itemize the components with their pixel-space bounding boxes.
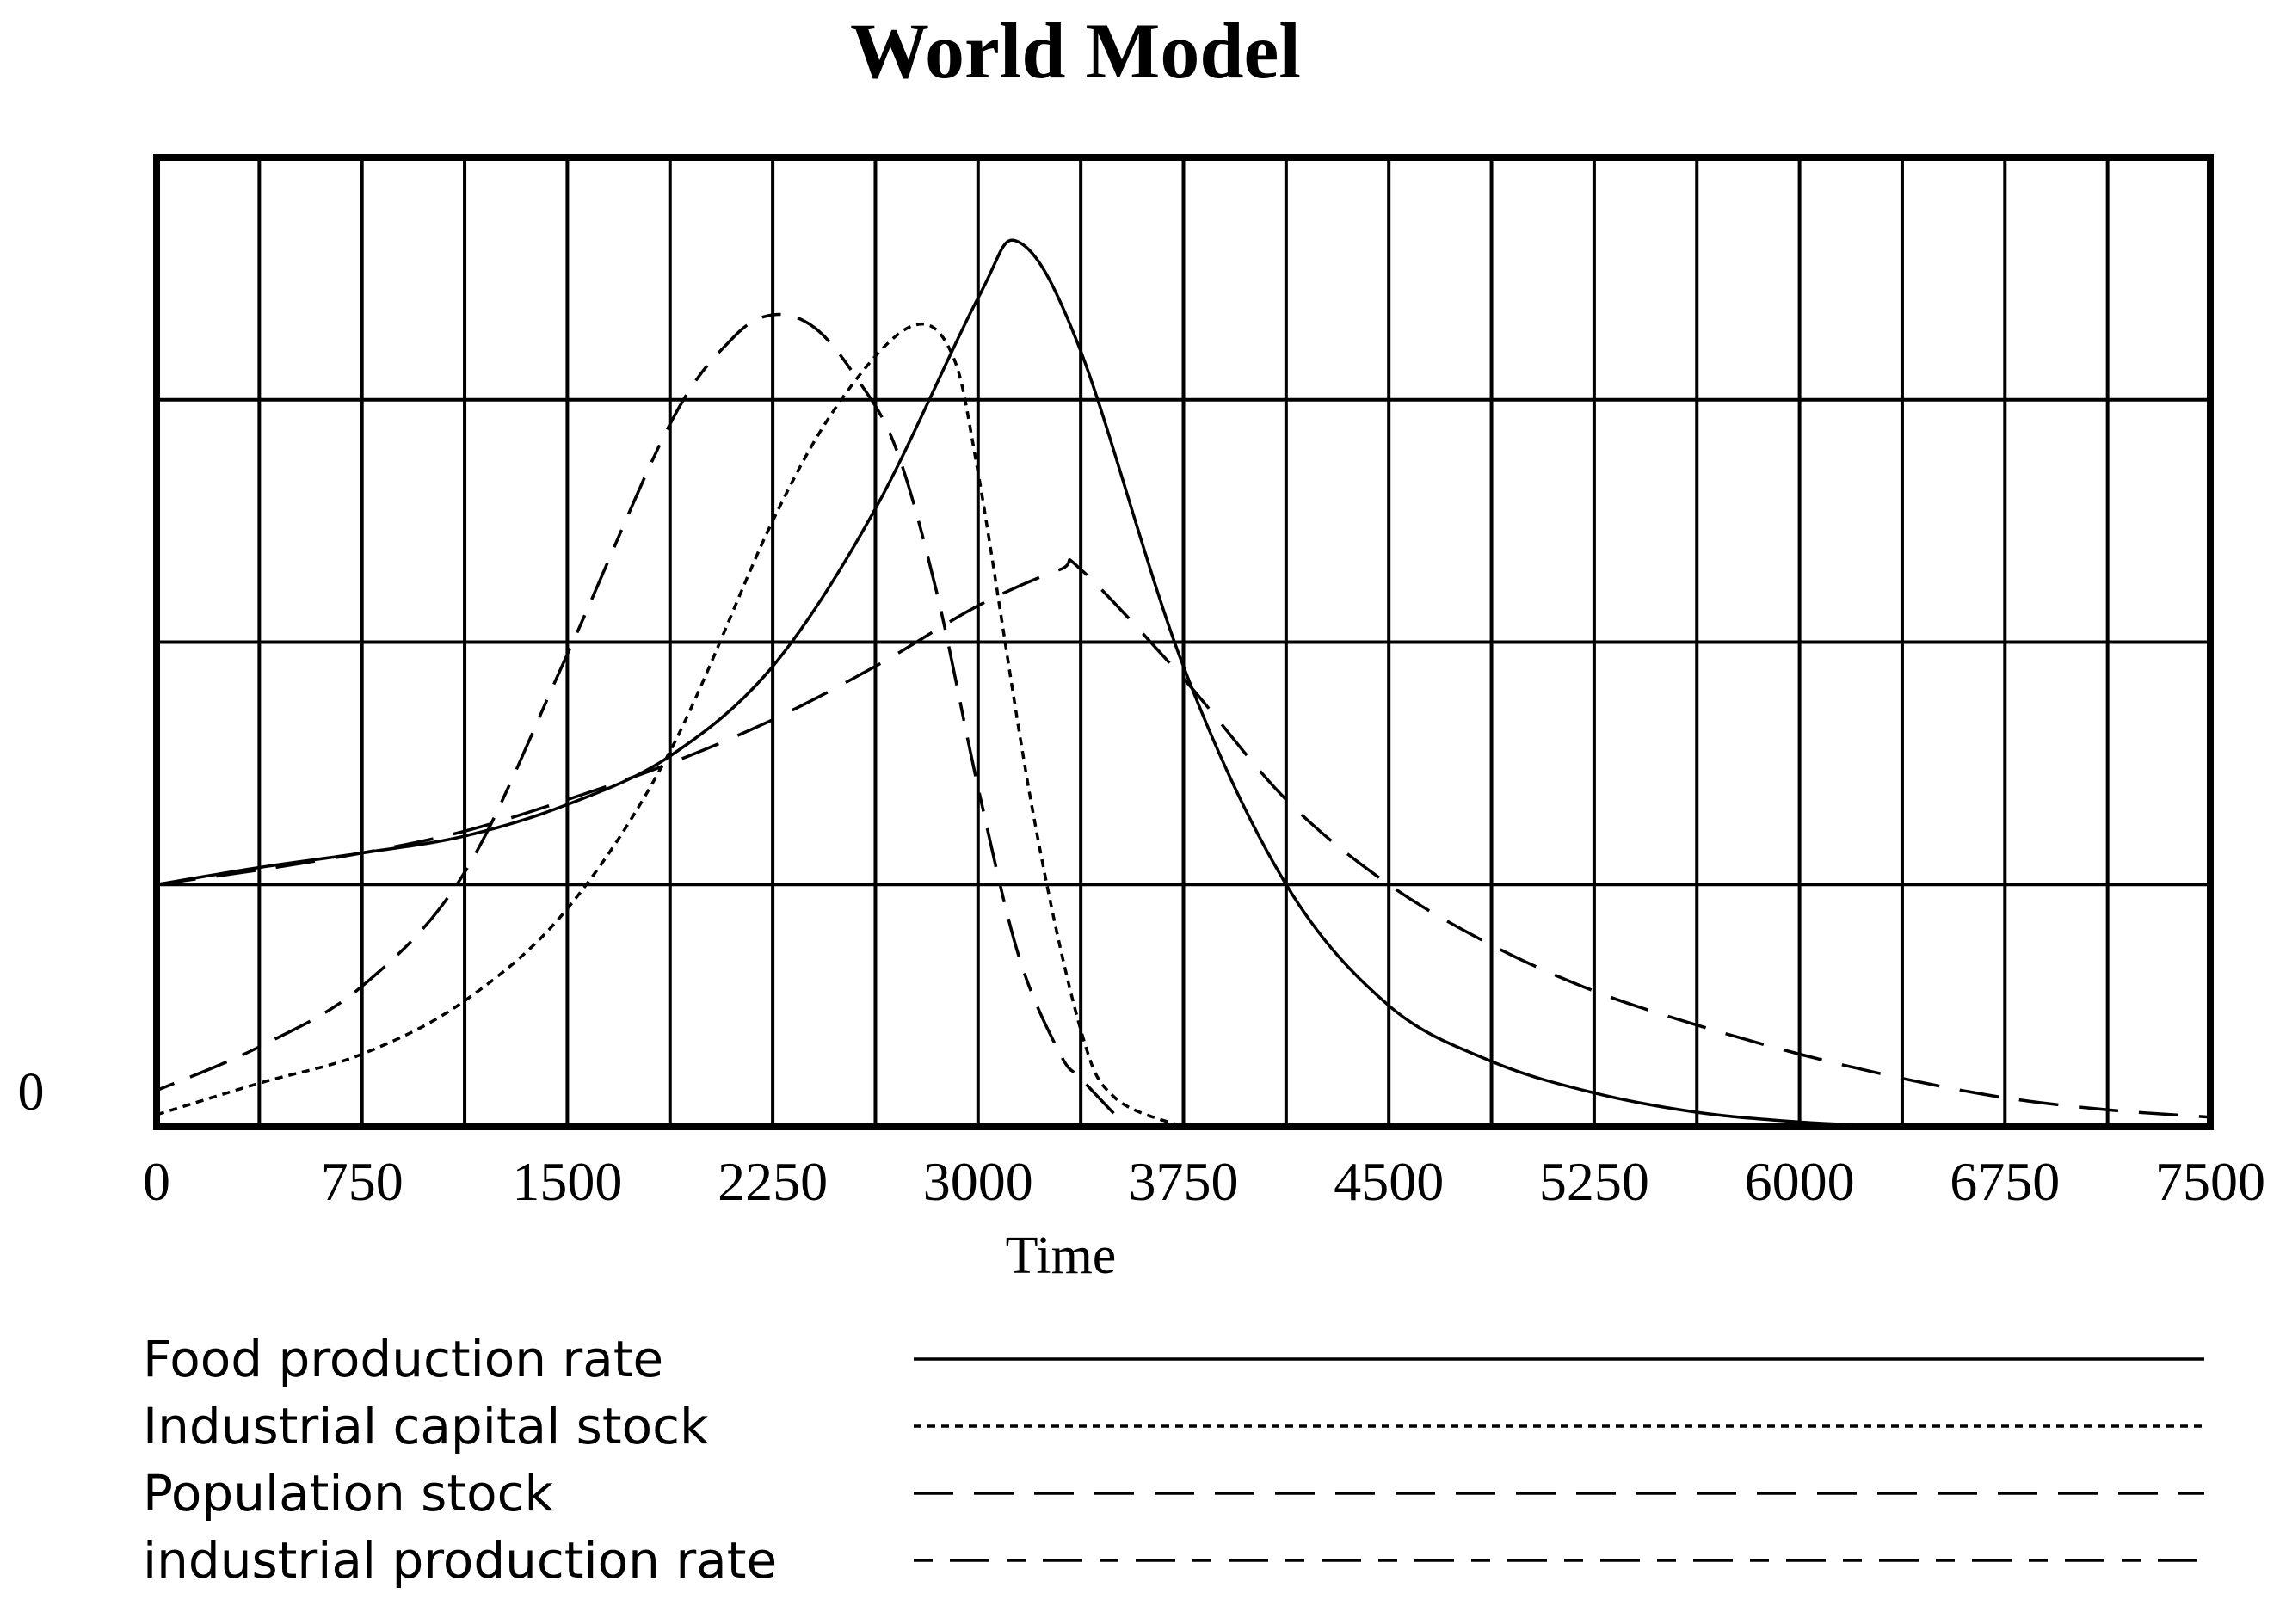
- x-tick-label: 2250: [718, 1151, 828, 1212]
- x-tick-label: 750: [321, 1151, 404, 1212]
- series-line-2: [156, 322, 1185, 1129]
- x-tick-label: 4500: [1334, 1151, 1444, 1212]
- x-tick-label: 5250: [1539, 1151, 1649, 1212]
- grid: [157, 157, 2210, 1127]
- series-line-1: [156, 238, 1902, 1129]
- series-line-4: [156, 312, 1117, 1116]
- chart-title: World Model: [850, 7, 1301, 95]
- y-tick-label: 0: [18, 1063, 45, 1122]
- x-tick-label: 6750: [1950, 1151, 2060, 1212]
- legend-label: Population stock: [143, 1464, 553, 1522]
- series-lines: [156, 238, 2211, 1129]
- series-line-3: [156, 558, 2211, 1119]
- x-tick-labels: 0 750 1500 2250 3000 3750 4500 5250 6000 6750 7500: [143, 1151, 2265, 1212]
- x-tick-label: 6000: [1745, 1151, 1855, 1212]
- legend-label: Food production rate: [143, 1330, 663, 1388]
- plot-frame: [153, 154, 2214, 1130]
- legend-label: Industrial capital stock: [143, 1397, 709, 1455]
- x-tick-label: 0: [143, 1151, 170, 1212]
- x-tick-label: 3750: [1129, 1151, 1239, 1212]
- x-axis-label: Time: [1006, 1227, 1117, 1285]
- x-tick-label: 1500: [512, 1151, 622, 1212]
- legend-label: industrial production rate: [143, 1531, 777, 1590]
- y-tick-labels: 0: [18, 1063, 45, 1122]
- legend: Food production rate Industrial capital s…: [143, 1330, 2204, 1590]
- x-tick-label: 7500: [2155, 1151, 2265, 1212]
- x-tick-label: 3000: [923, 1151, 1033, 1212]
